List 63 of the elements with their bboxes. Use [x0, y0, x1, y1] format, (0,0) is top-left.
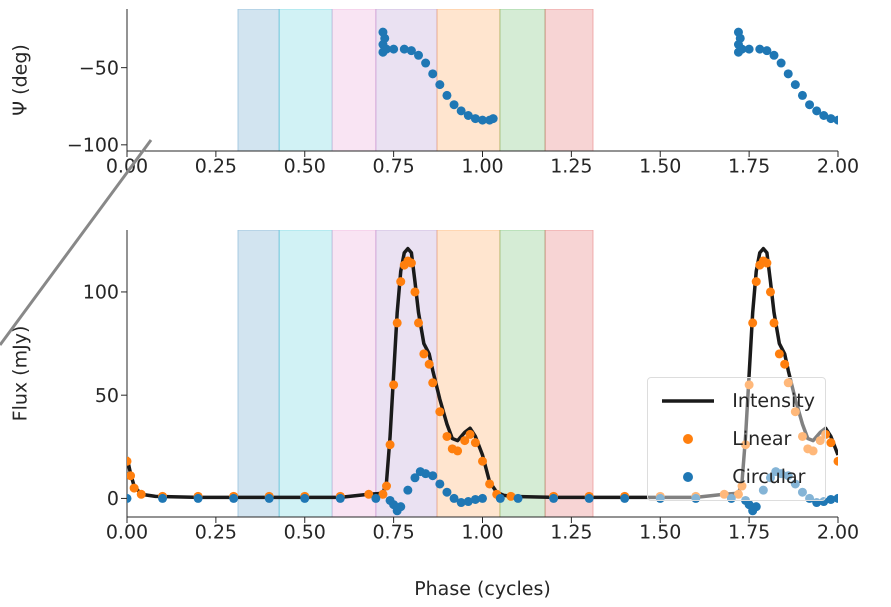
x-tick-label: 1.25	[550, 155, 593, 178]
x-tick-label: 1.50	[639, 521, 682, 544]
point	[798, 488, 807, 497]
x-tick-label: 0.75	[372, 155, 415, 178]
x-tick-label: 0.50	[284, 155, 326, 178]
y-tick-label: 0	[106, 488, 119, 510]
point	[414, 50, 424, 60]
x-tick-label: 1.75	[728, 521, 770, 544]
x-tick-label: 0.00	[106, 521, 148, 544]
point	[776, 58, 786, 68]
x-tick-label: 0.75	[372, 521, 415, 544]
point	[442, 488, 452, 497]
point	[770, 50, 779, 60]
x-tick-label: 2.00	[816, 521, 860, 544]
x-axis-title: Phase (cycles)	[414, 578, 551, 600]
point	[758, 486, 768, 495]
x-tick-label: 1.25	[550, 521, 593, 544]
point	[805, 100, 814, 110]
point	[762, 46, 772, 56]
point	[488, 114, 498, 124]
point	[371, 494, 380, 503]
point	[496, 494, 505, 503]
x-tick-label: 1.00	[461, 521, 504, 544]
point	[805, 494, 814, 503]
point	[456, 106, 466, 116]
x-tick-label: 1.00	[461, 155, 504, 178]
point	[421, 469, 430, 478]
y-tick-label: −50	[78, 57, 119, 80]
point	[514, 494, 523, 503]
point	[380, 34, 390, 43]
point	[450, 494, 459, 503]
point	[406, 46, 416, 56]
y-tick-label: 50	[94, 384, 119, 407]
point	[410, 473, 420, 482]
point	[726, 494, 736, 503]
x-tick-label: 1.50	[639, 155, 682, 178]
point	[435, 80, 444, 90]
point	[784, 69, 793, 78]
point	[442, 90, 452, 100]
point	[819, 111, 828, 120]
x-tick-label: 0.50	[284, 521, 326, 544]
y-axis-title: Flux (mJy)	[10, 326, 32, 422]
point	[464, 111, 473, 120]
y-axis-title: Ψ (deg)	[10, 44, 32, 116]
x-tick-label: 1.75	[728, 155, 770, 178]
x-tick-label: 0.25	[194, 155, 238, 178]
point	[790, 80, 800, 90]
point	[478, 494, 487, 503]
point	[736, 34, 745, 43]
point	[435, 479, 444, 488]
point	[798, 90, 807, 100]
point	[389, 44, 398, 54]
point	[428, 69, 438, 78]
point	[428, 471, 438, 480]
point	[450, 100, 459, 110]
y-tick-label: −100	[66, 134, 119, 157]
point	[744, 44, 754, 54]
y-tick-label: 100	[82, 282, 119, 304]
point	[421, 58, 430, 68]
x-tick-label: 0.25	[194, 521, 238, 544]
point	[403, 486, 412, 495]
x-tick-label: 2.00	[816, 155, 860, 178]
point	[812, 106, 822, 116]
